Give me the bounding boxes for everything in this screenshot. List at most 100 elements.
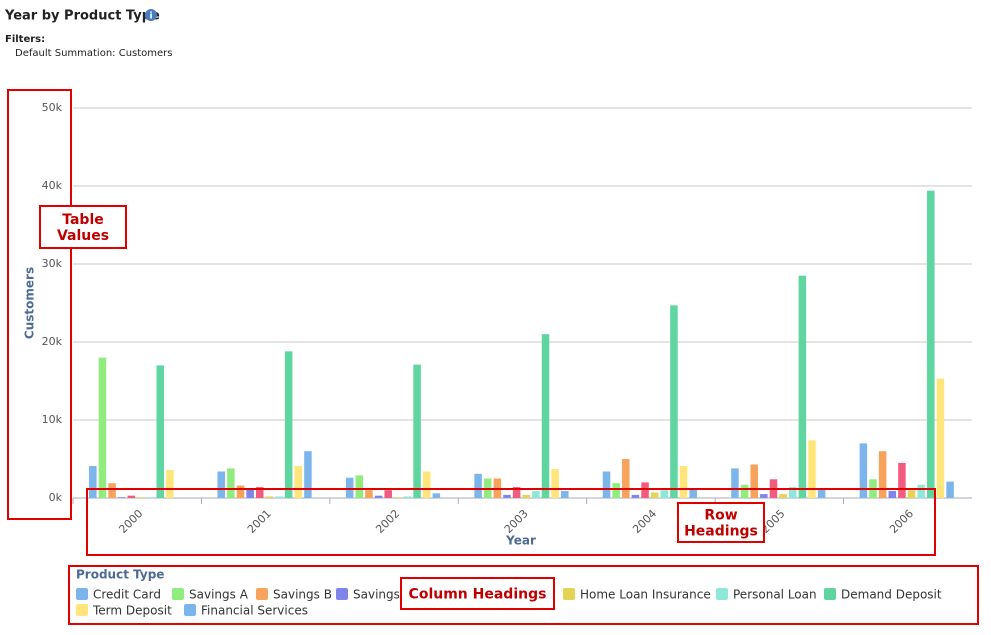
bar — [650, 492, 659, 498]
info-glyph: i — [149, 12, 152, 22]
legend-swatch — [76, 588, 88, 600]
bar — [551, 469, 559, 498]
legend-swatch — [76, 604, 88, 616]
bar — [432, 493, 441, 498]
legend-swatch — [563, 588, 575, 600]
bar — [403, 496, 412, 498]
bar — [532, 490, 540, 498]
bar — [788, 487, 797, 498]
bar — [679, 466, 688, 498]
bar — [474, 473, 482, 498]
legend-label: Personal Loan — [733, 588, 817, 602]
bar — [265, 496, 274, 498]
bar — [946, 481, 954, 498]
bar — [384, 490, 392, 498]
filter-text: Default Summation: Customers — [15, 48, 173, 59]
bar — [236, 485, 245, 498]
bar — [927, 190, 935, 498]
x-tick-label: 2004 — [630, 507, 659, 536]
bar — [117, 497, 126, 498]
y-axis-label: Customers — [23, 267, 37, 339]
bar — [503, 494, 511, 498]
bar — [355, 475, 364, 498]
annotation-text: Column Headings — [409, 587, 547, 603]
x-tick-label: 2001 — [245, 507, 274, 536]
annotation-label-box — [400, 577, 555, 610]
legend-swatch — [336, 588, 348, 600]
bar — [660, 490, 669, 498]
legend-label: Savings — [353, 588, 400, 602]
bar — [146, 497, 155, 498]
x-tick-label: 2003 — [502, 507, 531, 536]
legend-label: Savings B — [273, 588, 332, 602]
annotation-box — [7, 89, 72, 520]
annotations: Table Values Row Headings Column Headings — [7, 89, 979, 625]
bar — [561, 490, 569, 498]
bar — [137, 497, 145, 498]
bar — [394, 497, 402, 498]
bar — [127, 495, 136, 498]
legend-label: Savings A — [189, 588, 249, 602]
bar — [859, 443, 868, 498]
legend-label: Credit Card — [93, 588, 161, 602]
bar — [917, 484, 925, 498]
y-tick-label: 10k — [42, 413, 63, 426]
bar — [936, 378, 945, 498]
bar — [217, 471, 225, 498]
legend-label: Financial Services — [201, 604, 308, 618]
y-tick-label: 30k — [42, 257, 63, 270]
bar — [108, 483, 116, 498]
bar — [898, 462, 906, 498]
bar — [888, 490, 897, 498]
plot-area: 0k 10k 20k 30k 40k 50k 2000 2001 2002 2003 2004 200… — [42, 101, 972, 536]
bar — [304, 451, 312, 498]
x-tick-label: 2006 — [887, 507, 916, 536]
bar — [422, 471, 431, 498]
legend-swatch — [716, 588, 728, 600]
bar — [156, 365, 164, 498]
bar — [808, 440, 816, 498]
bar — [631, 494, 640, 498]
x-axis-label: Year — [505, 534, 536, 548]
y-tick-label: 20k — [42, 335, 63, 348]
bar — [798, 275, 807, 498]
bar — [413, 364, 421, 498]
x-tick-label: 2000 — [116, 507, 145, 536]
bar — [612, 483, 620, 498]
y-tick-label: 50k — [42, 101, 63, 114]
bar — [227, 468, 235, 498]
x-tick-label: 2002 — [373, 507, 402, 536]
bar — [689, 489, 697, 498]
bar — [294, 466, 303, 498]
bar — [512, 487, 521, 498]
annotation-label-box — [677, 502, 765, 543]
bar — [98, 357, 107, 498]
legend-label: Home Loan Insurance — [580, 588, 711, 602]
annotation-text: Row Headings — [684, 508, 758, 540]
bar — [622, 459, 630, 498]
legend-title: Product Type — [76, 568, 164, 582]
bar — [256, 487, 264, 498]
bar — [750, 464, 758, 498]
legend-swatch — [824, 588, 836, 600]
filters-label: Filters: — [5, 34, 45, 45]
legend-label: Demand Deposit — [841, 588, 942, 602]
bar — [760, 494, 768, 498]
bar — [878, 451, 887, 498]
info-icon[interactable] — [145, 9, 157, 21]
bar — [522, 494, 531, 498]
annotation-label-box — [39, 205, 127, 249]
legend-label: Term Deposit — [92, 604, 172, 618]
bar — [365, 490, 373, 498]
bar — [740, 484, 749, 498]
bar — [731, 468, 739, 498]
legend-swatch — [184, 604, 196, 616]
bar — [284, 351, 293, 498]
bar — [907, 490, 916, 498]
bar — [641, 482, 649, 498]
y-tick-label: 40k — [42, 179, 63, 192]
bar — [817, 489, 826, 498]
bar — [166, 469, 174, 498]
bar — [670, 305, 678, 498]
y-tick-label: 0k — [49, 491, 63, 504]
